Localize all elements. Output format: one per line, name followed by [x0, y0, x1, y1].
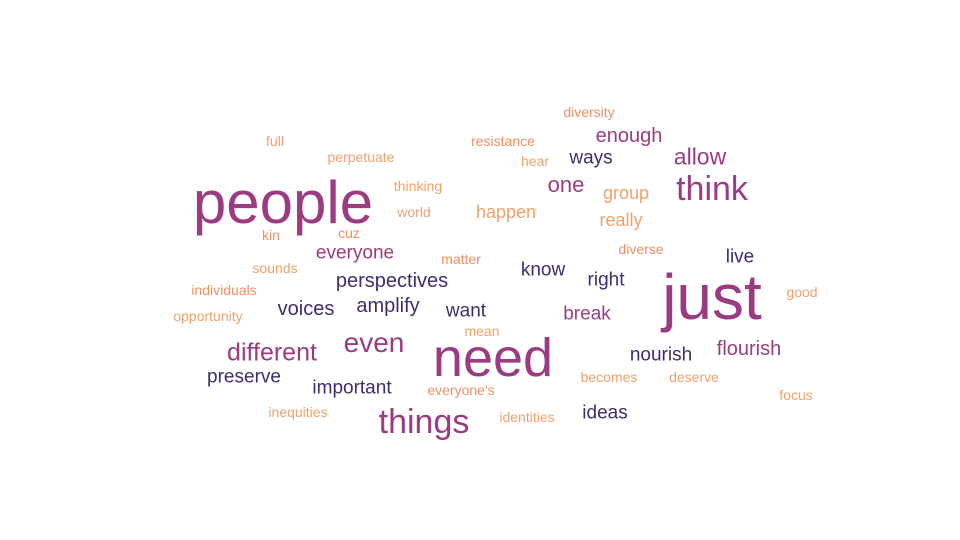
word-mean: mean: [464, 323, 500, 339]
word-think: think: [676, 170, 748, 208]
word-really: really: [599, 210, 643, 230]
word-identities: identities: [499, 409, 555, 425]
word-amplify: amplify: [356, 295, 420, 317]
word-know: know: [520, 259, 566, 281]
word-people: people: [192, 169, 374, 236]
word-individuals: individuals: [191, 282, 257, 298]
word-full: full: [266, 133, 284, 149]
word-thinking: thinking: [393, 178, 443, 194]
word-good: good: [786, 284, 818, 300]
word-diversity: diversity: [563, 104, 615, 120]
word-important: important: [312, 377, 392, 399]
word-inequities: inequities: [268, 404, 328, 420]
word-one: one: [547, 172, 585, 197]
word-focus: focus: [779, 387, 813, 403]
word-things: things: [378, 403, 470, 441]
word-preserve: preserve: [207, 366, 281, 388]
word-live: live: [725, 246, 755, 268]
word-becomes: becomes: [580, 369, 638, 385]
word-different: different: [227, 338, 317, 367]
word-diverse: diverse: [618, 241, 664, 257]
word-perpetuate: perpetuate: [327, 149, 395, 165]
word-hear: hear: [520, 153, 550, 169]
word-perspectives: perspectives: [335, 270, 449, 292]
word-opportunity: opportunity: [173, 308, 243, 324]
word-break: break: [563, 303, 611, 325]
word-everyone: everyone: [315, 242, 395, 264]
word-ways: ways: [569, 147, 613, 169]
word-just: just: [662, 261, 762, 333]
word-want: want: [445, 300, 487, 322]
word-right: right: [587, 269, 625, 291]
word-flourish: flourish: [716, 338, 782, 360]
word-cuz: cuz: [338, 225, 360, 241]
word-voices: voices: [277, 298, 335, 320]
word-allow: allow: [673, 143, 727, 170]
word-resistance: resistance: [471, 133, 535, 149]
word-matter: matter: [441, 251, 481, 267]
word-need: need: [432, 328, 554, 388]
word-deserve: deserve: [669, 369, 719, 385]
word-everyones: everyone's: [427, 382, 495, 398]
word-kin: kin: [262, 227, 280, 243]
word-nourish: nourish: [629, 344, 693, 366]
word-ideas: ideas: [582, 402, 628, 424]
word-enough: enough: [595, 125, 663, 147]
word-happen: happen: [475, 202, 537, 222]
word-world: world: [397, 204, 431, 220]
word-group: group: [602, 183, 650, 203]
word-sounds: sounds: [252, 260, 298, 276]
word-even: even: [343, 327, 405, 358]
